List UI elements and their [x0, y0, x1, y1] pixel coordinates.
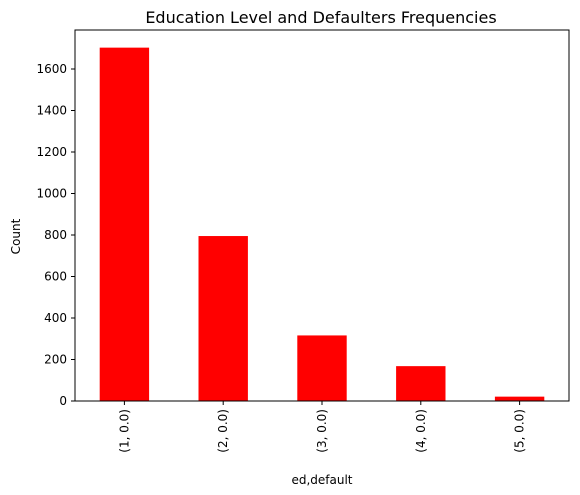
y-tick-label: 200: [44, 353, 67, 367]
x-tick-label: (5, 0.0): [513, 409, 527, 453]
plot-frame: [74, 29, 570, 402]
x-tick-label: (1, 0.0): [117, 409, 131, 453]
bar: [297, 335, 347, 401]
y-axis-label: Count: [9, 218, 23, 254]
y-tick-label: 0: [59, 394, 67, 408]
y-axis-ticks: 0 200 400 600 800 1000 1200 1400 1600: [36, 62, 75, 408]
bar: [494, 396, 545, 401]
y-tick-label: 1600: [36, 62, 67, 76]
bars-group: [99, 47, 545, 401]
y-tick-label: 600: [44, 270, 67, 284]
chart-title: Education Level and Defaulters Frequenci…: [145, 8, 496, 27]
y-tick-label: 400: [44, 311, 67, 325]
x-tick-label: (2, 0.0): [216, 409, 230, 453]
x-axis-ticks: (1, 0.0) (2, 0.0) (3, 0.0) (4, 0.0) (5, 0.0): [117, 401, 527, 453]
bar: [198, 236, 248, 401]
x-axis-label: ed,default: [291, 473, 352, 487]
x-tick-label: (3, 0.0): [315, 409, 329, 453]
y-tick-label: 800: [44, 228, 67, 242]
bar: [99, 47, 150, 401]
y-tick-label: 1400: [36, 104, 67, 118]
bar: [396, 366, 446, 401]
x-tick-label: (4, 0.0): [414, 409, 428, 453]
y-tick-label: 1200: [36, 145, 67, 159]
y-tick-label: 1000: [36, 187, 67, 201]
